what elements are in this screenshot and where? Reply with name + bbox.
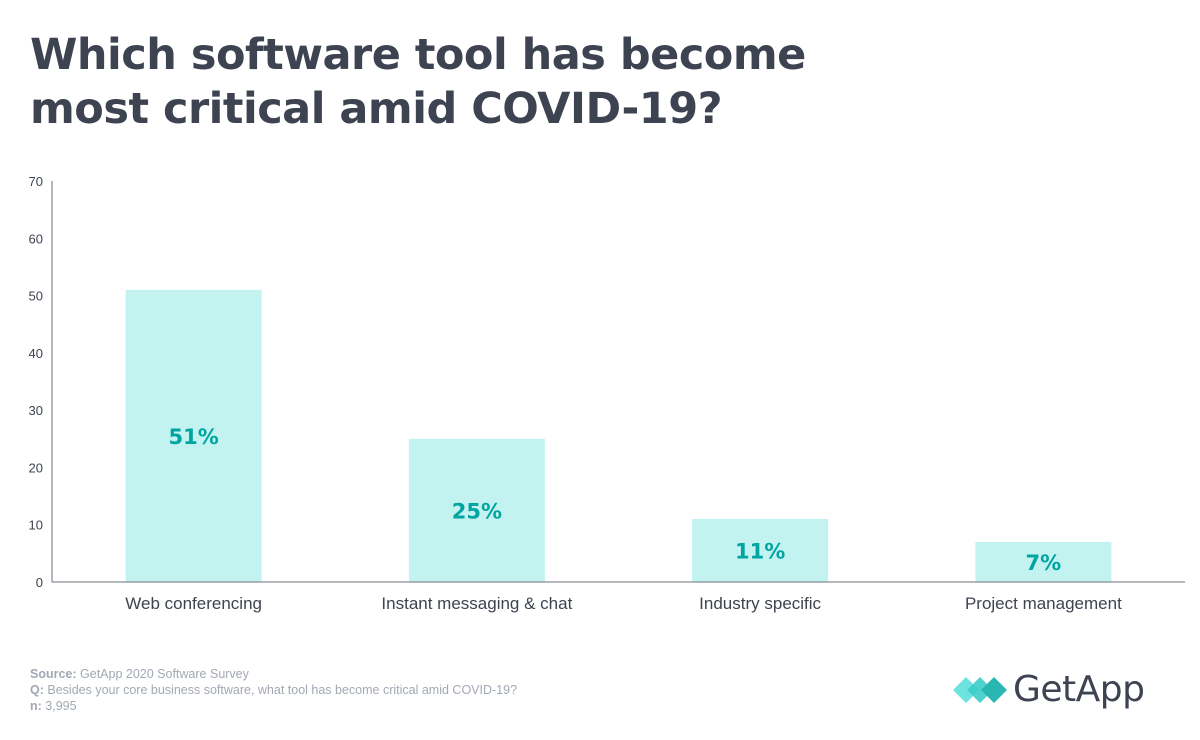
x-category-label: Web conferencing	[125, 594, 262, 613]
y-tick-label: 50	[29, 289, 43, 304]
bar	[125, 289, 262, 582]
chart-footer: Source: GetApp 2020 Software Survey Q: B…	[30, 666, 517, 714]
source-line: Source: GetApp 2020 Software Survey	[30, 666, 517, 682]
sample-size-text: 3,995	[45, 699, 77, 713]
question-line: Q: Besides your core business software, …	[30, 682, 517, 698]
question-text: Besides your core business software, wha…	[47, 683, 518, 697]
data-label: 25%	[452, 499, 502, 523]
bar	[975, 541, 1112, 582]
getapp-logo: GetApp	[953, 668, 1163, 714]
y-tick-label: 70	[29, 174, 43, 189]
sample-size-label: n:	[30, 699, 42, 713]
getapp-wordmark: GetApp	[1013, 669, 1145, 710]
x-category-label: Industry specific	[699, 594, 821, 613]
getapp-chevrons-icon	[953, 677, 1007, 703]
source-text: GetApp 2020 Software Survey	[80, 667, 249, 681]
y-tick-label: 40	[29, 346, 43, 361]
data-label: 7%	[1026, 551, 1062, 575]
data-label: 51%	[168, 425, 218, 449]
sample-size-line: n: 3,995	[30, 698, 517, 714]
bar	[692, 518, 829, 582]
data-label: 11%	[735, 539, 785, 563]
chart-title-line-1: Which software tool has become	[30, 30, 806, 80]
x-category-label: Project management	[965, 594, 1122, 613]
y-tick-label: 60	[29, 231, 43, 246]
x-category-label: Instant messaging & chat	[381, 594, 572, 613]
y-tick-label: 10	[29, 518, 43, 533]
y-tick-label: 20	[29, 460, 43, 475]
y-tick-label: 30	[29, 403, 43, 418]
chart-title-line-2: most critical amid COVID-19?	[30, 84, 723, 134]
chart-title: Which software tool has become most crit…	[30, 28, 1030, 136]
y-tick-label: 0	[36, 575, 43, 590]
source-label: Source:	[30, 667, 77, 681]
bar-chart: 0 10 20 30 40 50 60 70 51% Web conferencing 25% Ins…	[29, 174, 1185, 613]
bar	[408, 438, 545, 582]
question-label: Q:	[30, 683, 44, 697]
